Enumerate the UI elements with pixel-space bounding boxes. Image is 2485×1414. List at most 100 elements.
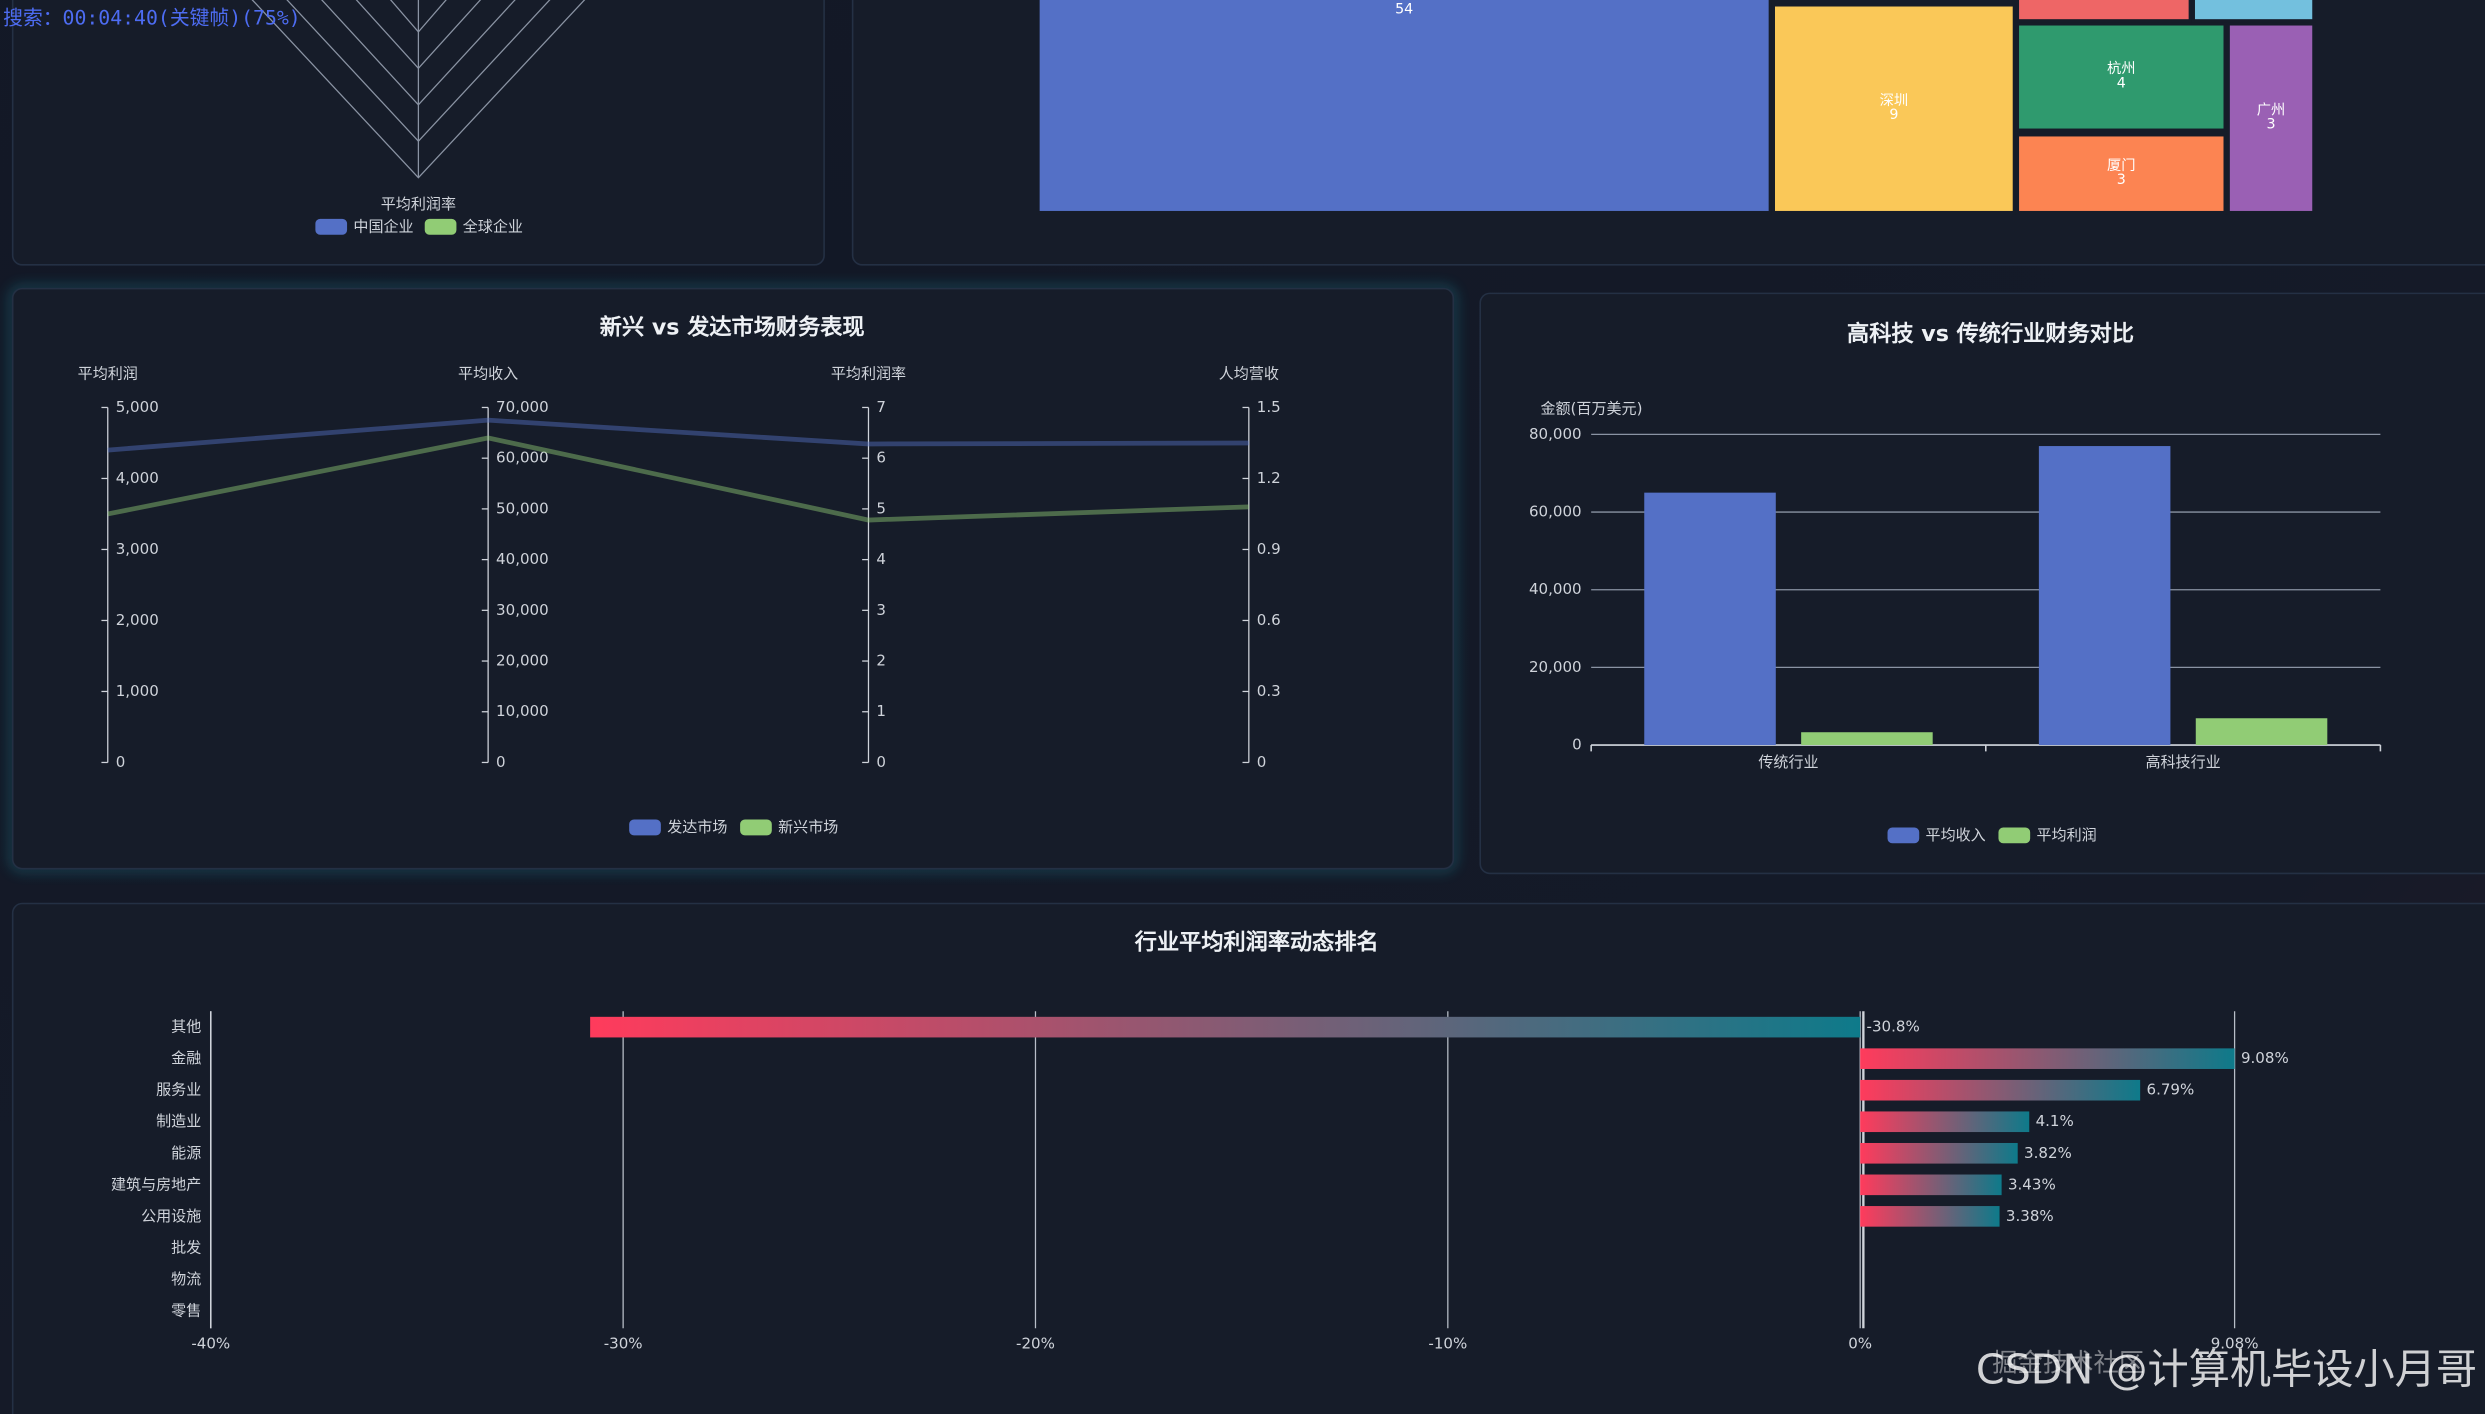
watermark: CSDN @计算机毕设小月哥: [1976, 1346, 2477, 1394]
tick-label: 4,000: [116, 469, 159, 487]
treemap-cell-decor: [2191, 0, 2316, 23]
x-tick-label: 高科技行业: [2145, 753, 2220, 771]
x-tick-label: -10%: [1428, 1335, 1467, 1353]
y-tick-label: 制造业: [156, 1112, 201, 1130]
bar: [1860, 1142, 2018, 1164]
cell-label: 广州: [2257, 101, 2286, 118]
cell-label: 深圳: [1880, 92, 1909, 109]
value-label: 6.79%: [2147, 1081, 2195, 1099]
y-tick-label: 0: [1572, 736, 1582, 754]
tick-label: 1.5: [1257, 398, 1281, 416]
bar: [2195, 718, 2328, 746]
site-watermark: 掘金技术社区: [1992, 1348, 2144, 1378]
axis-name: 平均利润率: [831, 365, 906, 383]
tick-label: 60,000: [496, 449, 549, 467]
value-label: 3.38%: [2006, 1207, 2054, 1225]
series-line: [107, 435, 1249, 523]
panel: [1479, 292, 2485, 875]
legend-swatch: [1887, 827, 1920, 844]
cell-value: 9: [1889, 107, 1898, 123]
tick-label: 1,000: [116, 682, 159, 700]
tick-label: 10,000: [496, 702, 549, 720]
tick-label: 3: [876, 601, 886, 619]
tick-label: 5,000: [116, 398, 159, 416]
treemap-cell: [1771, 3, 2016, 215]
x-tick-label: -40%: [191, 1335, 230, 1353]
axis-name: 平均利润: [78, 365, 138, 383]
tick-label: 6: [876, 449, 886, 467]
legend-label: 全球企业: [463, 217, 523, 235]
bar: [1860, 1206, 2000, 1227]
radar-web: [251, 0, 586, 179]
legend-swatch: [629, 819, 661, 836]
tick-label: 40,000: [496, 550, 549, 568]
y-tick-label: 建筑与房地产: [111, 1175, 201, 1193]
y-tick-label: 能源: [171, 1144, 201, 1162]
tick-label: 0: [876, 753, 886, 771]
y-tick-label: 服务业: [156, 1081, 201, 1099]
legend-swatch: [424, 218, 457, 235]
treemap-cell: [2015, 133, 2227, 215]
y-axis-label: 金额(百万美元): [1540, 400, 1642, 418]
legend-swatch: [1998, 827, 2031, 844]
x-tick-label: 0%: [1848, 1335, 1872, 1353]
y-tick-label: 物流: [171, 1270, 201, 1288]
cell-value: 3: [2117, 172, 2126, 188]
legend-label: 平均收入: [1926, 826, 1986, 844]
tick-label: 0: [116, 753, 126, 771]
axis-name: 平均收入: [458, 365, 518, 383]
tick-label: 4: [876, 550, 886, 568]
cell-value: 54: [1395, 2, 1413, 18]
legend-swatch: [315, 218, 348, 235]
tick-label: 70,000: [496, 398, 549, 416]
cell-value: 4: [2117, 75, 2126, 91]
panel: [11, 902, 2485, 1414]
treemap-cell-decor: [2015, 0, 2192, 23]
tick-label: 50,000: [496, 499, 549, 517]
cell-value: 3: [2267, 117, 2276, 133]
tick-label: 2: [876, 652, 886, 670]
y-tick-label: 金融: [171, 1049, 201, 1067]
tick-label: 0.9: [1257, 540, 1281, 558]
tick-label: 1: [876, 702, 886, 720]
y-tick-label: 零售: [171, 1301, 201, 1319]
tick-label: 3,000: [116, 540, 159, 558]
bar: [1801, 732, 1933, 746]
x-tick-label: 传统行业: [1758, 753, 1818, 771]
x-tick-label: -20%: [1016, 1335, 1055, 1353]
bar: [1860, 1079, 2141, 1101]
legend-label: 发达市场: [667, 818, 727, 836]
cell-label: 杭州: [2107, 60, 2136, 77]
tick-label: 7: [876, 398, 886, 416]
panel: [11, 287, 1455, 870]
legend-label: 新兴市场: [778, 818, 838, 836]
y-tick-label: 公用设施: [141, 1207, 201, 1225]
legend-label: 中国企业: [353, 217, 413, 235]
tick-label: 5: [876, 499, 886, 517]
bar: [1860, 1111, 2030, 1133]
chart-title: 高科技 vs 传统行业财务对比: [1847, 320, 2134, 347]
bar: [1644, 492, 1776, 746]
value-label: 9.08%: [2241, 1049, 2289, 1067]
value-label: -30.8%: [1867, 1018, 1920, 1036]
series-line: [107, 417, 1249, 453]
indicator-label: 平均利润率: [381, 195, 456, 213]
cell-label: 厦门: [2107, 157, 2136, 174]
legend-swatch: [740, 819, 772, 836]
tick-label: 0.6: [1257, 611, 1281, 629]
value-label: 3.43%: [2008, 1175, 2056, 1193]
treemap-cell: [2226, 22, 2316, 215]
bar: [1860, 1048, 2235, 1069]
bar: [1860, 1174, 2002, 1196]
y-tick-label: 40,000: [1529, 580, 1582, 598]
search-overlay: 搜索：00:04:40(关键帧)(75%): [3, 7, 301, 30]
tick-label: 1.2: [1257, 469, 1281, 487]
y-tick-label: 60,000: [1529, 503, 1582, 521]
y-tick-label: 其他: [171, 1018, 201, 1036]
tick-label: 0: [496, 753, 506, 771]
treemap-cell: [1036, 0, 1772, 215]
tick-label: 30,000: [496, 601, 549, 619]
chart-title: 行业平均利润率动态排名: [1134, 929, 1379, 956]
